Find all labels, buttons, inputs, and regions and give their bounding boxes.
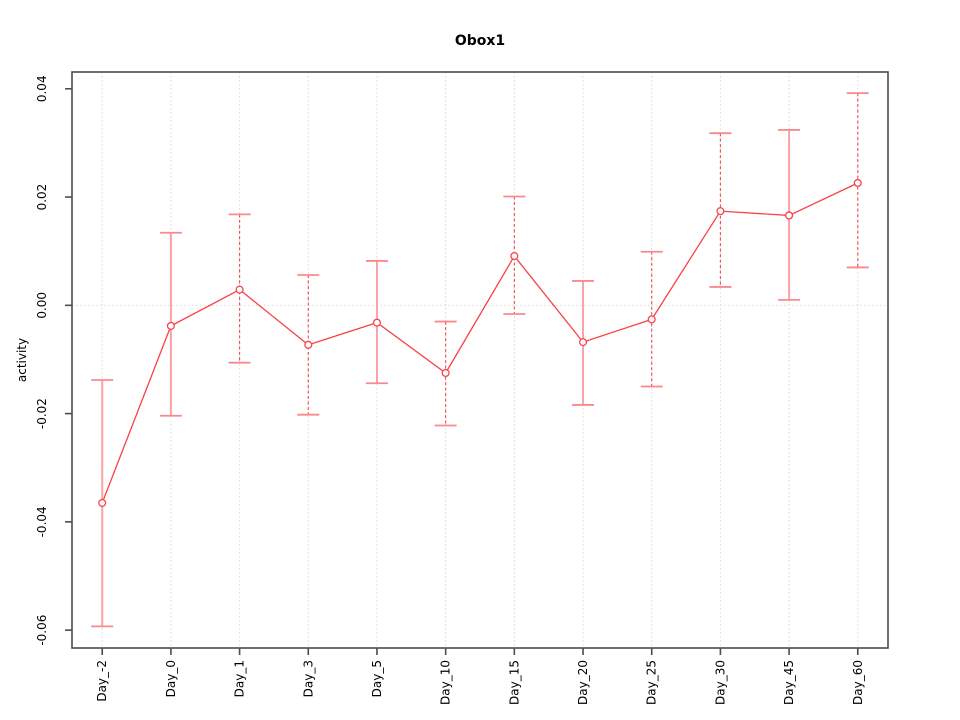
x-tick-label: Day_45 — [782, 660, 796, 705]
data-point — [578, 338, 588, 347]
x-tick-label: Day_5 — [370, 660, 384, 697]
data-point — [785, 211, 794, 220]
x-tick-label: Day_25 — [645, 660, 659, 705]
series-line — [101, 182, 859, 504]
data-point — [166, 321, 175, 330]
data-point — [716, 207, 725, 216]
y-tick-label: 0.02 — [35, 184, 49, 211]
x-tick-label: Day_15 — [507, 660, 521, 705]
plot-border — [71, 71, 889, 649]
data-point — [647, 315, 656, 324]
x-tick-label: Day_3 — [301, 660, 315, 697]
x-tick-label: Day_60 — [851, 660, 865, 705]
chart-title: Obox1 — [454, 33, 506, 49]
y-tick-label: -0.02 — [35, 398, 49, 429]
x-tick-label: Day_1 — [233, 660, 247, 697]
data-point — [853, 178, 862, 188]
y-tick-label: -0.04 — [35, 506, 49, 537]
x-tick-label: Day_10 — [439, 660, 453, 705]
data-point — [510, 252, 519, 261]
data-point — [441, 368, 450, 378]
data-point — [235, 285, 244, 294]
data-point — [98, 498, 107, 507]
y-tick-label: 0.00 — [35, 292, 49, 319]
y-tick-label: 0.04 — [35, 75, 49, 102]
x-tick-label: Day_20 — [576, 660, 590, 705]
x-tick-label: Day_-2 — [95, 660, 109, 702]
x-tick-label: Day_30 — [713, 660, 727, 705]
x-tick-label: Day_0 — [164, 660, 178, 697]
data-point — [304, 340, 313, 349]
data-point — [372, 318, 382, 327]
y-tick-label: -0.06 — [35, 615, 49, 646]
